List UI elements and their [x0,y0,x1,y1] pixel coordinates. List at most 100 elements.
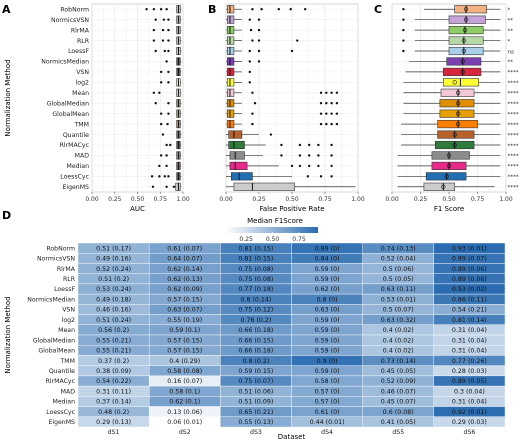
cell-label: 0.81 (0.15) [238,256,273,263]
x-tick-label: 0.00 [85,196,99,203]
cell-label: 0.86 (0.11) [452,296,487,303]
outlier-point [290,164,294,168]
cell-label: 0.52 (0.04) [381,256,416,263]
box-RLR [152,36,182,45]
legend-colorbar [226,227,318,233]
significance-label: ** [508,28,514,34]
cell-label: 0.63 (0.11) [381,286,416,293]
outlier-point [165,154,168,157]
box-body [448,26,484,35]
cell-label: 0.58 (0.1) [169,388,200,395]
row-label: log2 [62,317,75,324]
box-body [229,161,248,170]
outlier-point [257,18,261,21]
box-mean-marker [441,184,446,189]
box-RLR [226,36,299,45]
cell-label: 0.75 (0.07) [238,378,273,385]
significance-label: **** [508,164,519,170]
outlier-point [307,143,311,147]
x-tick-label: 0.50 [131,196,145,203]
row-label: NormicsMedian [27,296,75,303]
box-body [425,172,467,181]
row-label: EigenMS [48,419,75,426]
outlier-point [330,164,333,168]
x-tick-label: 0.75 [154,196,168,203]
cell-label: 0.59 (0) [315,368,340,375]
cell-label: 0.31 (0.11) [96,388,131,395]
box-Median [158,161,182,170]
outlier-point [154,49,157,53]
row-label: MAD [61,388,76,395]
cell-label: 0.66 (0.15) [238,337,273,344]
outlier-point [165,60,168,63]
legend-title: Median F1Score [247,217,303,225]
box-body [448,46,484,56]
significance-label: ** [508,60,514,66]
outlier-point [166,122,169,126]
outlier-point [248,70,251,74]
box-body [448,36,484,45]
cell-label: 0.6 (0.08) [383,409,414,416]
significance-label: **** [508,143,519,149]
row-label: TMM [60,358,75,365]
outlier-point [335,122,339,126]
heatmap-row-LoessF: LoessF 0.53 (0.24) 0.62 (0.09) 0.77 (0.18) 0… [54,283,506,295]
box-Median: **** [397,161,519,170]
cell-label: 0.45 (0.05) [381,368,416,375]
cell-label: 0.63 (0) [315,307,340,314]
outlier-point [152,28,156,32]
box-TMM [226,120,339,129]
x-axis-label: False Positive Rate [259,205,324,213]
cell-label: 0.62 (0.13) [167,276,202,283]
outlier-point [167,28,170,32]
box-VSN: **** [405,67,519,76]
outlier-point [325,91,328,94]
cell-label: 0.54 (0.21) [452,307,487,314]
outlier-point [152,91,156,94]
outlier-point [159,154,163,157]
legend-tick-label: 0.50 [266,236,280,243]
cell-label: 0.93 (0.02) [452,286,487,293]
box-mean-marker [456,90,461,95]
cell-label: 0.74 (0.13) [381,245,416,252]
outlier-point [330,175,333,178]
column-label: dS2 [179,429,191,436]
outlier-point [330,91,333,94]
significance-label: **** [508,175,519,181]
cell-label: 0.62 (0.1) [169,399,200,406]
outlier-point [304,8,307,11]
heatmap-row-Mean: Mean 0.56 (0.2) 0.59 (0.1) 0.66 (0.18) 0.59 … [58,324,506,336]
heatmap-row-VSN: VSN 0.46 (0.16) 0.63 (0.07) 0.75 (0.12) 0.63… [62,304,506,315]
outlier-point [298,154,302,157]
cell-label: 0.93 (0.01) [452,245,487,252]
cell-label: 0.92 (0.01) [452,409,487,416]
y-tick-label: TMM [74,121,89,128]
cell-label: 0.59 (0.15) [238,368,273,375]
column-label: dS4 [321,429,333,436]
outlier-point [330,122,333,126]
box-mean-marker [452,80,457,85]
cell-label: 0.51 (0.17) [96,245,131,252]
box-MAD: **** [397,151,519,160]
box-mean-marker [444,174,449,179]
cell-label: 0.41 (0.05) [381,419,416,426]
heatmap-row-log2: log2 0.51 (0.24) 0.55 (0.19) 0.76 (0.2) 0.59… [62,314,506,325]
cell-label: 0.52 (0.09) [381,378,416,385]
outlier-point [165,164,168,168]
box-body [227,15,235,24]
cell-label: 0.28 (0.03) [452,368,487,375]
outlier-point [158,175,161,178]
box-body [227,67,235,76]
cell-label: 0.56 (0.2) [98,327,129,334]
significance-label: **** [508,91,519,97]
significance-label: **** [508,133,519,139]
box-TMM: **** [401,120,519,128]
box-NormicsVSN [226,15,261,24]
box-GlobalMedian [154,99,182,108]
cell-label: 0.84 (0) [315,256,340,263]
outlier-point [319,122,323,126]
box-GlobalMean [159,109,182,118]
panel-D: D Median F1Score 0.25 0.50 0.75 RobNorm 0.51 (… [2,209,506,441]
cell-label: 0.55 (0.13) [238,419,273,426]
